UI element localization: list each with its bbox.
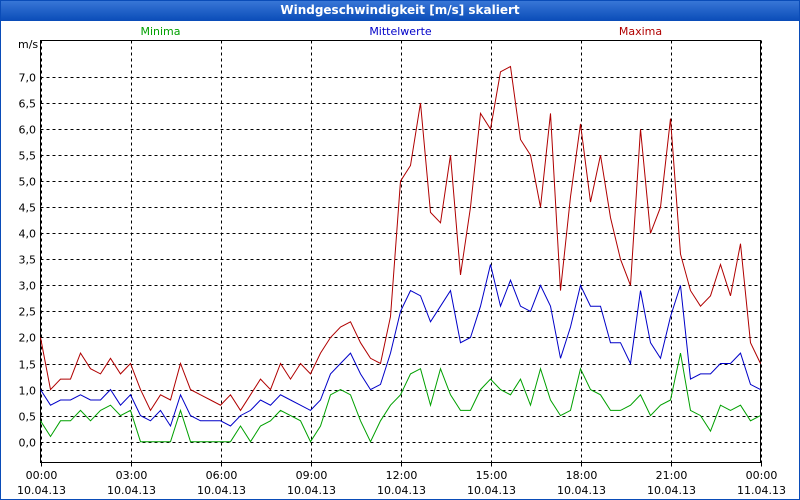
x-tick-label: 00:00 (26, 469, 58, 482)
y-axis-unit: m/s (18, 38, 38, 51)
legend-label: Minima (140, 25, 180, 38)
y-tick-label: 5,0 (19, 176, 37, 189)
x-tick-date: 10.04.13 (107, 484, 156, 497)
y-tick-label: 2,5 (19, 306, 37, 319)
title-bar (0, 0, 800, 21)
chart-title: Windgeschwindigkeit [m/s] skaliert (280, 3, 520, 17)
y-tick-label: 4,5 (19, 202, 37, 215)
series-line (40, 264, 761, 428)
x-tick-label: 00:00 (746, 469, 778, 482)
y-tick-label: 7,0 (19, 72, 37, 85)
x-tick-date: 11.04.13 (737, 484, 786, 497)
x-tick-date: 10.04.13 (377, 484, 426, 497)
legend-label: Mittelwerte (369, 25, 432, 38)
x-tick-date: 10.04.13 (197, 484, 246, 497)
x-tick-label: 21:00 (656, 469, 688, 482)
series-line (40, 352, 761, 443)
x-tick-label: 03:00 (116, 469, 148, 482)
y-tick-label: 1,5 (19, 359, 37, 372)
x-tick-date: 10.04.13 (647, 484, 696, 497)
x-tick-label: 18:00 (566, 469, 598, 482)
y-tick-label: 6,5 (19, 98, 37, 111)
y-tick-label: 5,5 (19, 150, 37, 163)
series-line (40, 65, 761, 412)
y-tick-label: 3,5 (19, 254, 37, 267)
y-tick-label: 6,0 (19, 124, 37, 137)
y-tick-label: 0,5 (19, 411, 37, 424)
x-tick-label: 09:00 (296, 469, 328, 482)
y-tick-label: 4,0 (19, 228, 37, 241)
y-tick-label: 3,0 (19, 280, 37, 293)
x-tick-date: 10.04.13 (17, 484, 66, 497)
plot-area (40, 40, 761, 463)
x-tick-date: 10.04.13 (557, 484, 606, 497)
x-tick-label: 15:00 (476, 469, 508, 482)
legend-label: Maxima (619, 25, 662, 38)
x-tick-date: 10.04.13 (287, 484, 336, 497)
y-tick-label: 0,0 (19, 437, 37, 450)
x-tick-label: 06:00 (206, 469, 238, 482)
y-tick-label: 1,0 (19, 385, 37, 398)
x-tick-label: 12:00 (386, 469, 418, 482)
x-tick-date: 10.04.13 (467, 484, 516, 497)
y-tick-label: 2,0 (19, 332, 37, 345)
